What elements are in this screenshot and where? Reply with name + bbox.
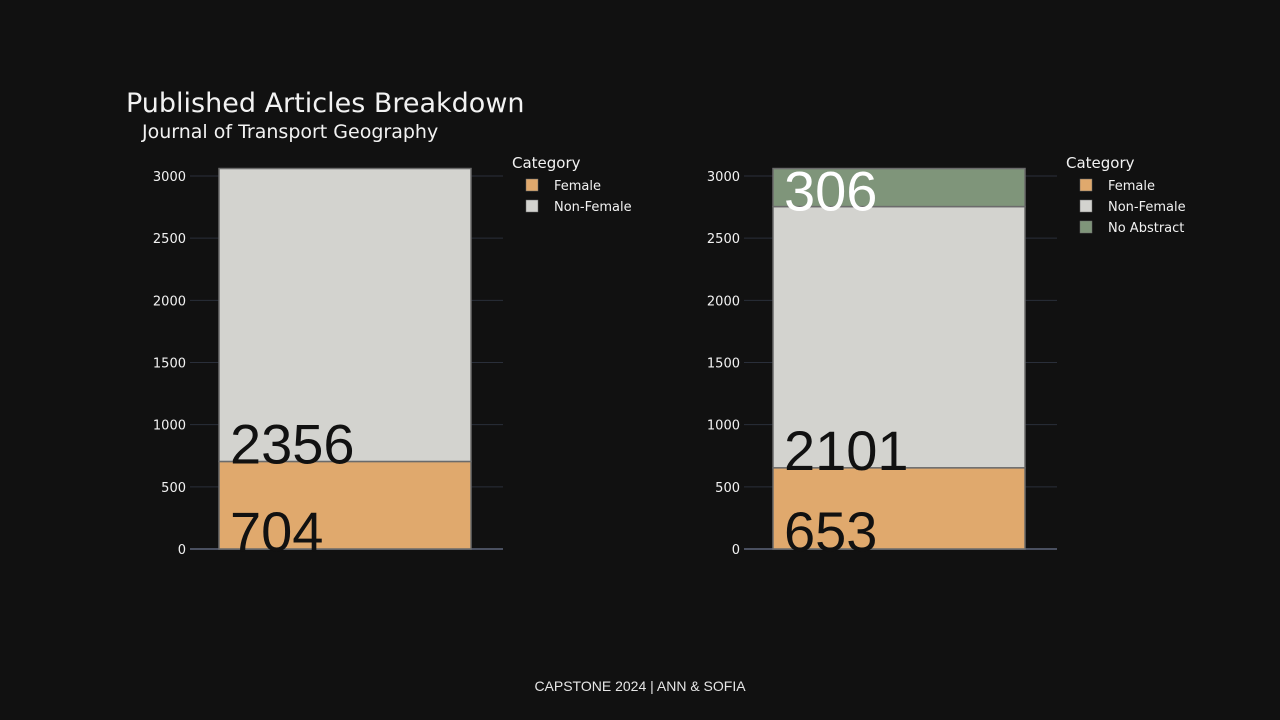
data-label: 306 [784, 160, 877, 223]
y-tick-label: 2500 [707, 232, 740, 247]
legend-title: Category [1066, 154, 1135, 172]
y-tick-label: 3000 [707, 170, 740, 185]
y-tick-label: 1500 [153, 357, 186, 372]
y-tick-label: 1000 [153, 419, 186, 434]
y-tick-label: 500 [161, 481, 186, 496]
legend-swatch [525, 178, 539, 192]
legend-swatch [1079, 199, 1093, 213]
chart-subtitle: Journal of Transport Geography [142, 121, 439, 143]
legend-label: Female [1108, 179, 1155, 194]
bar-segment-female [218, 460, 472, 550]
bar-segment-no-abstract [772, 167, 1026, 208]
legend-title: Category [512, 154, 581, 172]
y-tick-label: 0 [732, 543, 740, 558]
legend-label: Non-Female [554, 200, 632, 215]
data-label: 653 [784, 500, 877, 563]
y-tick-label: 1000 [707, 419, 740, 434]
legend-swatch [1079, 220, 1093, 234]
data-label: 2101 [784, 419, 909, 482]
data-label: 704 [230, 500, 323, 563]
y-tick-label: 0 [178, 543, 186, 558]
y-tick-label: 2000 [153, 294, 186, 309]
y-tick-label: 2000 [707, 294, 740, 309]
data-label: 2356 [230, 412, 355, 475]
bar-segment-non-female [772, 205, 1026, 469]
bar-segment-female [772, 467, 1026, 550]
legend-swatch [525, 199, 539, 213]
bar-segment-non-female [218, 167, 472, 463]
legend-label: Non-Female [1108, 200, 1186, 215]
y-tick-label: 2500 [153, 232, 186, 247]
y-tick-label: 3000 [153, 170, 186, 185]
legend-label: Female [554, 179, 601, 194]
y-tick-label: 500 [715, 481, 740, 496]
legend-label: No Abstract [1108, 221, 1184, 236]
y-tick-label: 1500 [707, 357, 740, 372]
chart-title: Published Articles Breakdown [126, 88, 525, 119]
slide-footer: CAPSTONE 2024 | ANN & SOFIA [534, 678, 746, 694]
legend-swatch [1079, 178, 1093, 192]
